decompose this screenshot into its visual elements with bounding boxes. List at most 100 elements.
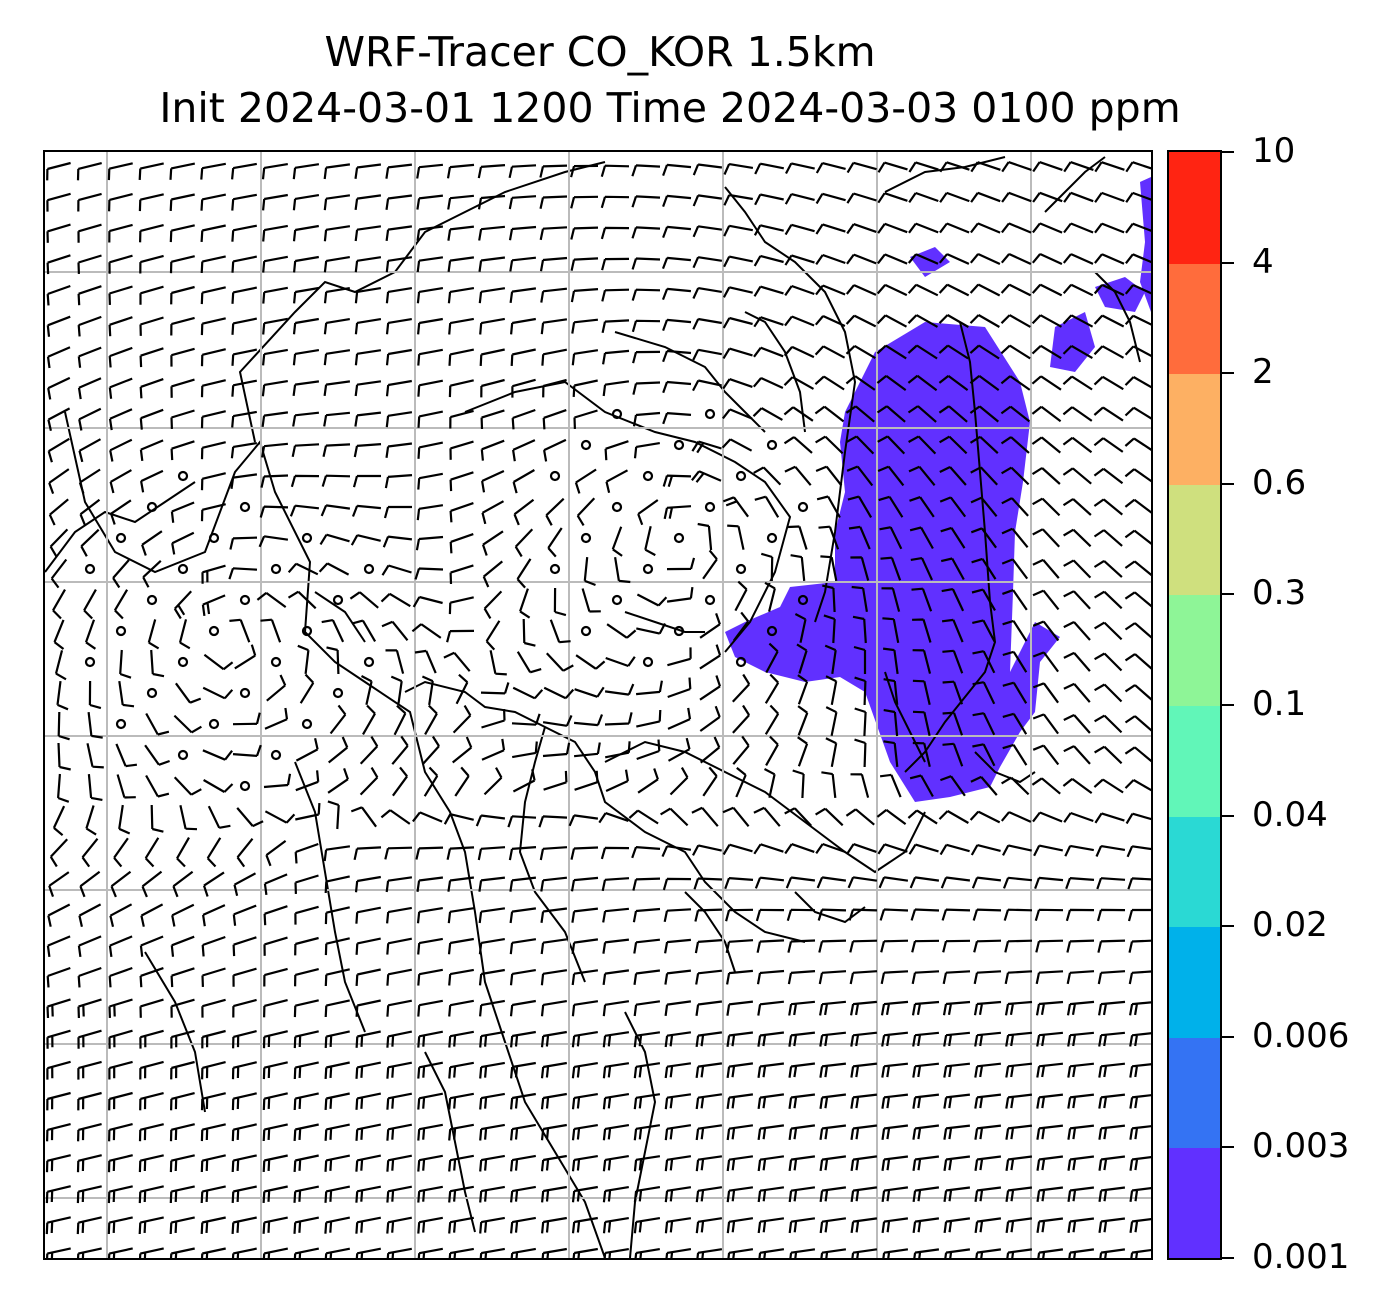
wind-barb <box>384 846 413 860</box>
wind-barb <box>87 711 103 739</box>
wind-barb <box>818 525 840 550</box>
wind-barb <box>909 526 934 550</box>
wind-barb <box>943 1124 971 1140</box>
wind-barb <box>633 1093 661 1110</box>
wind-barb <box>139 316 164 336</box>
wind-barb <box>354 875 381 893</box>
wind-barb <box>695 1000 723 1016</box>
wind-barb <box>448 379 474 398</box>
wind-barb <box>722 843 753 856</box>
wind-barb <box>1002 619 1028 642</box>
wind-barb <box>263 773 292 789</box>
wind-barb <box>1096 908 1126 922</box>
wind-barb <box>938 314 969 328</box>
wind-barb <box>880 556 902 581</box>
wind-barb <box>699 705 721 732</box>
wind-barb <box>231 162 257 180</box>
wind-barb <box>449 409 474 429</box>
wind-barb <box>170 967 195 988</box>
wind-barb <box>293 1030 319 1049</box>
wind-barb <box>850 1000 878 1016</box>
wind-barb <box>390 675 403 706</box>
wind-barb <box>699 644 722 670</box>
wind-barb <box>644 526 656 557</box>
wind-barb <box>293 1247 320 1258</box>
wind-barb <box>541 1185 567 1203</box>
wind-barb <box>1005 1093 1033 1109</box>
wind-barb <box>1095 845 1126 857</box>
wind-barb <box>477 846 506 861</box>
wind-barb <box>262 317 289 335</box>
wind-barb <box>1097 939 1126 953</box>
wind-barb <box>662 163 692 176</box>
wind-barb <box>53 619 65 650</box>
wind-barb <box>939 843 970 856</box>
wind-barb <box>1005 1031 1033 1047</box>
lat-lon-gridlines <box>45 152 1151 1258</box>
wind-barb <box>614 557 631 584</box>
wind-barb <box>815 192 846 205</box>
wind-barb <box>481 709 506 729</box>
wind-barb <box>784 465 812 486</box>
wind-barb <box>48 871 70 897</box>
wind-barb <box>231 1247 257 1258</box>
wind-barb <box>1067 1031 1095 1047</box>
wind-barb <box>1004 970 1033 985</box>
wind-barb <box>201 935 226 957</box>
wind-barb <box>692 844 722 856</box>
wind-barb <box>170 1092 195 1111</box>
wind-barb <box>169 224 195 243</box>
wind-barb <box>912 1124 940 1140</box>
wind-barb <box>940 876 971 889</box>
wind-barb <box>664 1093 692 1110</box>
wind-barb <box>881 1186 909 1203</box>
wind-barb <box>722 347 753 359</box>
wind-barb <box>908 161 939 173</box>
wind-barb <box>138 1123 164 1142</box>
wind-barb <box>1093 559 1123 578</box>
wind-barb <box>201 1061 226 1080</box>
wind-barb <box>790 554 806 582</box>
calm-wind-circle <box>332 594 344 606</box>
wind-barb <box>1033 844 1064 857</box>
colorbar-segment <box>1169 1036 1220 1149</box>
wind-barb <box>974 1062 1002 1078</box>
wind-barb <box>1098 1217 1126 1233</box>
wind-barb <box>1001 222 1032 234</box>
wind-barb <box>323 256 350 273</box>
calm-wind-circle <box>208 718 220 730</box>
wind-barb <box>231 1154 257 1173</box>
wind-barb <box>819 1000 847 1016</box>
wind-barb <box>200 1247 226 1258</box>
wind-barb <box>571 1155 598 1172</box>
wind-barb <box>1124 591 1151 608</box>
calm-wind-circle <box>177 656 189 668</box>
wind-barb <box>692 287 722 299</box>
wind-barb <box>726 1217 754 1234</box>
wind-barb <box>479 1154 505 1172</box>
wind-barb <box>633 938 661 954</box>
wind-barb <box>512 769 536 793</box>
wind-barb <box>1065 908 1095 922</box>
wind-barb <box>700 736 721 764</box>
wind-barb <box>1063 714 1091 734</box>
wind-barb <box>262 255 289 273</box>
wind-barb <box>628 809 659 825</box>
wind-barb <box>359 736 379 765</box>
wind-barb <box>1036 1062 1064 1078</box>
wind-barb <box>973 1000 1002 1016</box>
calm-wind-circle <box>580 625 592 637</box>
wind-barb <box>77 1060 102 1080</box>
wind-barb <box>972 908 1002 921</box>
wind-barb <box>910 557 933 581</box>
wind-barb <box>941 588 965 612</box>
wind-barb <box>318 562 350 576</box>
wind-barb <box>324 1154 351 1172</box>
map-subtitle: Init 2024-03-01 1200 Time 2024-03-03 010… <box>159 84 1181 132</box>
wind-barb <box>549 619 571 644</box>
wind-barb <box>942 742 964 767</box>
wind-barb <box>908 191 939 204</box>
wind-barb <box>1125 812 1151 825</box>
wind-barb <box>877 253 908 265</box>
wind-barb <box>695 1186 723 1203</box>
